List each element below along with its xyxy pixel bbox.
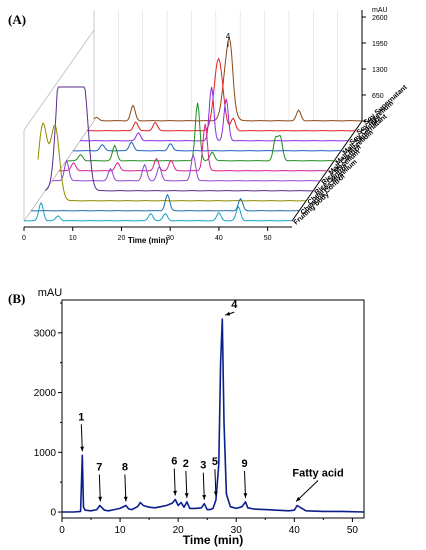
x-tick-label: 20 <box>173 525 185 536</box>
y-tick-label: 1000 <box>34 448 57 459</box>
panel-b-label: (B) <box>8 291 26 306</box>
annotation-arrowhead <box>173 490 177 496</box>
peak-label: 7 <box>96 461 102 473</box>
series-trace <box>59 123 327 172</box>
x-tick-label: 30 <box>166 235 174 242</box>
series-trace <box>87 57 356 132</box>
z-tick-label: 2600 <box>372 15 388 22</box>
z-tick-label: 1300 <box>372 67 388 74</box>
peak-label: 8 <box>122 461 128 473</box>
series-trace <box>23 201 292 222</box>
chromatogram-line <box>62 318 365 513</box>
peak-label: 6 <box>171 455 177 467</box>
series-trace <box>79 86 348 142</box>
annotation-arrowhead <box>213 491 218 497</box>
x-tick-label: 50 <box>347 525 359 536</box>
x-tick-label: 10 <box>115 525 127 536</box>
peak-4-marker: 4 <box>226 32 231 41</box>
annotation-arrowhead <box>225 311 231 316</box>
series-trace <box>30 193 299 212</box>
peak-label: 9 <box>241 458 247 470</box>
z-axis-unit: mAU <box>372 7 388 14</box>
series-trace <box>51 153 320 182</box>
plot-frame <box>61 299 365 519</box>
y-tick-label: 0 <box>50 508 56 519</box>
y-tick-label: 2000 <box>34 388 57 399</box>
x-tick-label: 0 <box>22 235 26 242</box>
x-tick-label: 10 <box>69 235 77 242</box>
series-trace <box>37 122 307 202</box>
x-tick-label: 40 <box>215 235 223 242</box>
peak-label: Fatty acid <box>292 467 343 479</box>
peak-label: 4 <box>231 299 238 311</box>
series-trace <box>66 102 335 162</box>
panel-a-label: (A) <box>8 12 27 27</box>
annotation-arrowhead <box>80 446 85 452</box>
series-trace <box>72 141 341 152</box>
x-tick-label: 0 <box>59 525 65 536</box>
z-tick-label: 650 <box>372 93 384 100</box>
z-tick-label: 1950 <box>372 41 388 48</box>
x-tick-label: 20 <box>118 235 126 242</box>
x-tick-label: 50 <box>264 235 272 242</box>
annotation-arrow <box>295 480 319 502</box>
x-axis-label: Time (min) <box>128 236 169 245</box>
annotation-arrowhead <box>123 496 128 502</box>
annotation-arrowhead <box>202 495 207 500</box>
annotation-arrowhead <box>98 496 103 502</box>
y-axis-unit: mAU <box>38 287 63 299</box>
y-tick-label: 3000 <box>34 328 57 339</box>
x-tick-label: 30 <box>231 525 243 536</box>
peak-label: 5 <box>212 456 218 468</box>
annotation-arrowhead <box>296 496 301 502</box>
x-axis-label: Time (min) <box>183 533 243 547</box>
peak-label: 3 <box>200 460 206 472</box>
annotation-arrowhead <box>243 493 248 498</box>
x-tick-label: 40 <box>289 525 301 536</box>
panel-b-chromatogram: 0 10 20 30 40 50 0 1000 2000 3000 mAU Time (min) 1 7 8… <box>34 287 365 547</box>
z-tick-label: 0 <box>372 119 376 126</box>
annotation-arrowhead <box>184 493 189 498</box>
peak-label: 1 <box>78 411 84 423</box>
series-trace <box>44 86 313 192</box>
peak-label: 2 <box>183 458 189 470</box>
left-wall-top <box>23 29 95 131</box>
